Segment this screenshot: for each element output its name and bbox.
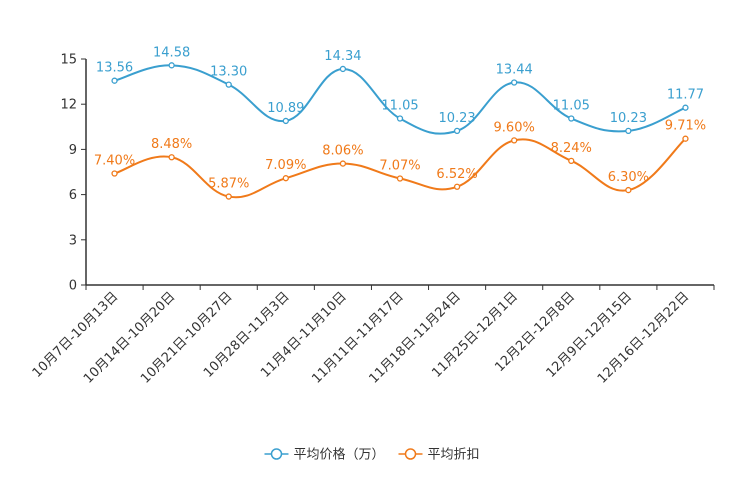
- data-point[interactable]: [568, 157, 575, 165]
- data-label: 9.60%: [494, 120, 535, 135]
- data-point[interactable]: [396, 175, 404, 182]
- legend-marker-icon: [404, 448, 417, 460]
- data-point[interactable]: [282, 175, 289, 182]
- y-tick-label: 12: [60, 98, 77, 113]
- data-point[interactable]: [339, 160, 347, 167]
- data-labels-layer: 13.56 14.58 13.30 10.89 14.34 11.05 10.23 13.44…: [94, 45, 706, 191]
- data-point[interactable]: [453, 183, 461, 190]
- data-label: 11.05: [553, 99, 590, 114]
- data-point[interactable]: [682, 104, 689, 111]
- data-label: 14.34: [324, 49, 361, 64]
- data-label: 8.48%: [151, 137, 192, 152]
- legend-item-1[interactable]: 平均价格（万）: [264, 447, 385, 463]
- data-label: 7.40%: [94, 154, 135, 169]
- data-point[interactable]: [168, 154, 175, 161]
- data-label: 13.30: [210, 65, 247, 80]
- data-point[interactable]: [396, 115, 404, 122]
- legend-label: 平均价格（万）: [293, 447, 384, 463]
- data-label: 11.05: [381, 99, 418, 114]
- data-point[interactable]: [511, 79, 518, 86]
- data-label: 10.23: [610, 111, 647, 126]
- data-label: 10.23: [438, 111, 475, 126]
- data-point[interactable]: [282, 117, 289, 125]
- data-point[interactable]: [225, 81, 232, 88]
- data-point[interactable]: [625, 127, 632, 135]
- data-label: 6.52%: [436, 167, 477, 182]
- data-point[interactable]: [511, 137, 518, 144]
- data-label: 7.09%: [265, 158, 306, 173]
- data-point[interactable]: [339, 65, 347, 73]
- y-tick-label: 9: [69, 143, 77, 158]
- legend-label: 平均折扣: [428, 448, 480, 463]
- y-tick-label: 15: [60, 53, 77, 68]
- data-label: 10.89: [267, 101, 304, 116]
- y-tick-label: 0: [69, 279, 77, 294]
- data-label: 8.06%: [322, 144, 363, 159]
- data-label: 9.71%: [665, 119, 706, 134]
- data-point[interactable]: [568, 115, 575, 122]
- data-point[interactable]: [453, 127, 461, 135]
- data-label: 7.07%: [379, 158, 420, 173]
- data-point[interactable]: [168, 62, 175, 69]
- legend[interactable]: 平均价格（万） 平均折扣: [264, 447, 480, 463]
- y-tick-label: 6: [69, 188, 77, 203]
- data-label: 8.24%: [551, 141, 592, 156]
- data-label: 6.30%: [608, 170, 649, 185]
- axes: 0369121510月7日-10月13日10月14日-10月20日10月21日-…: [30, 53, 715, 387]
- legend-marker-icon: [270, 448, 283, 460]
- data-label: 11.77: [667, 88, 704, 103]
- data-point[interactable]: [111, 170, 118, 177]
- data-point[interactable]: [225, 193, 232, 200]
- series-line-2: [114, 137, 687, 199]
- data-label: 5.87%: [208, 177, 249, 192]
- data-point[interactable]: [625, 186, 632, 194]
- series-layer: [111, 62, 689, 200]
- data-label: 13.56: [96, 61, 133, 76]
- y-tick-label: 3: [69, 233, 77, 248]
- legend-item-2[interactable]: 平均折扣: [398, 448, 480, 463]
- data-point[interactable]: [682, 135, 689, 142]
- data-label: 13.44: [496, 63, 533, 78]
- data-point[interactable]: [111, 77, 118, 84]
- data-label: 14.58: [153, 45, 190, 60]
